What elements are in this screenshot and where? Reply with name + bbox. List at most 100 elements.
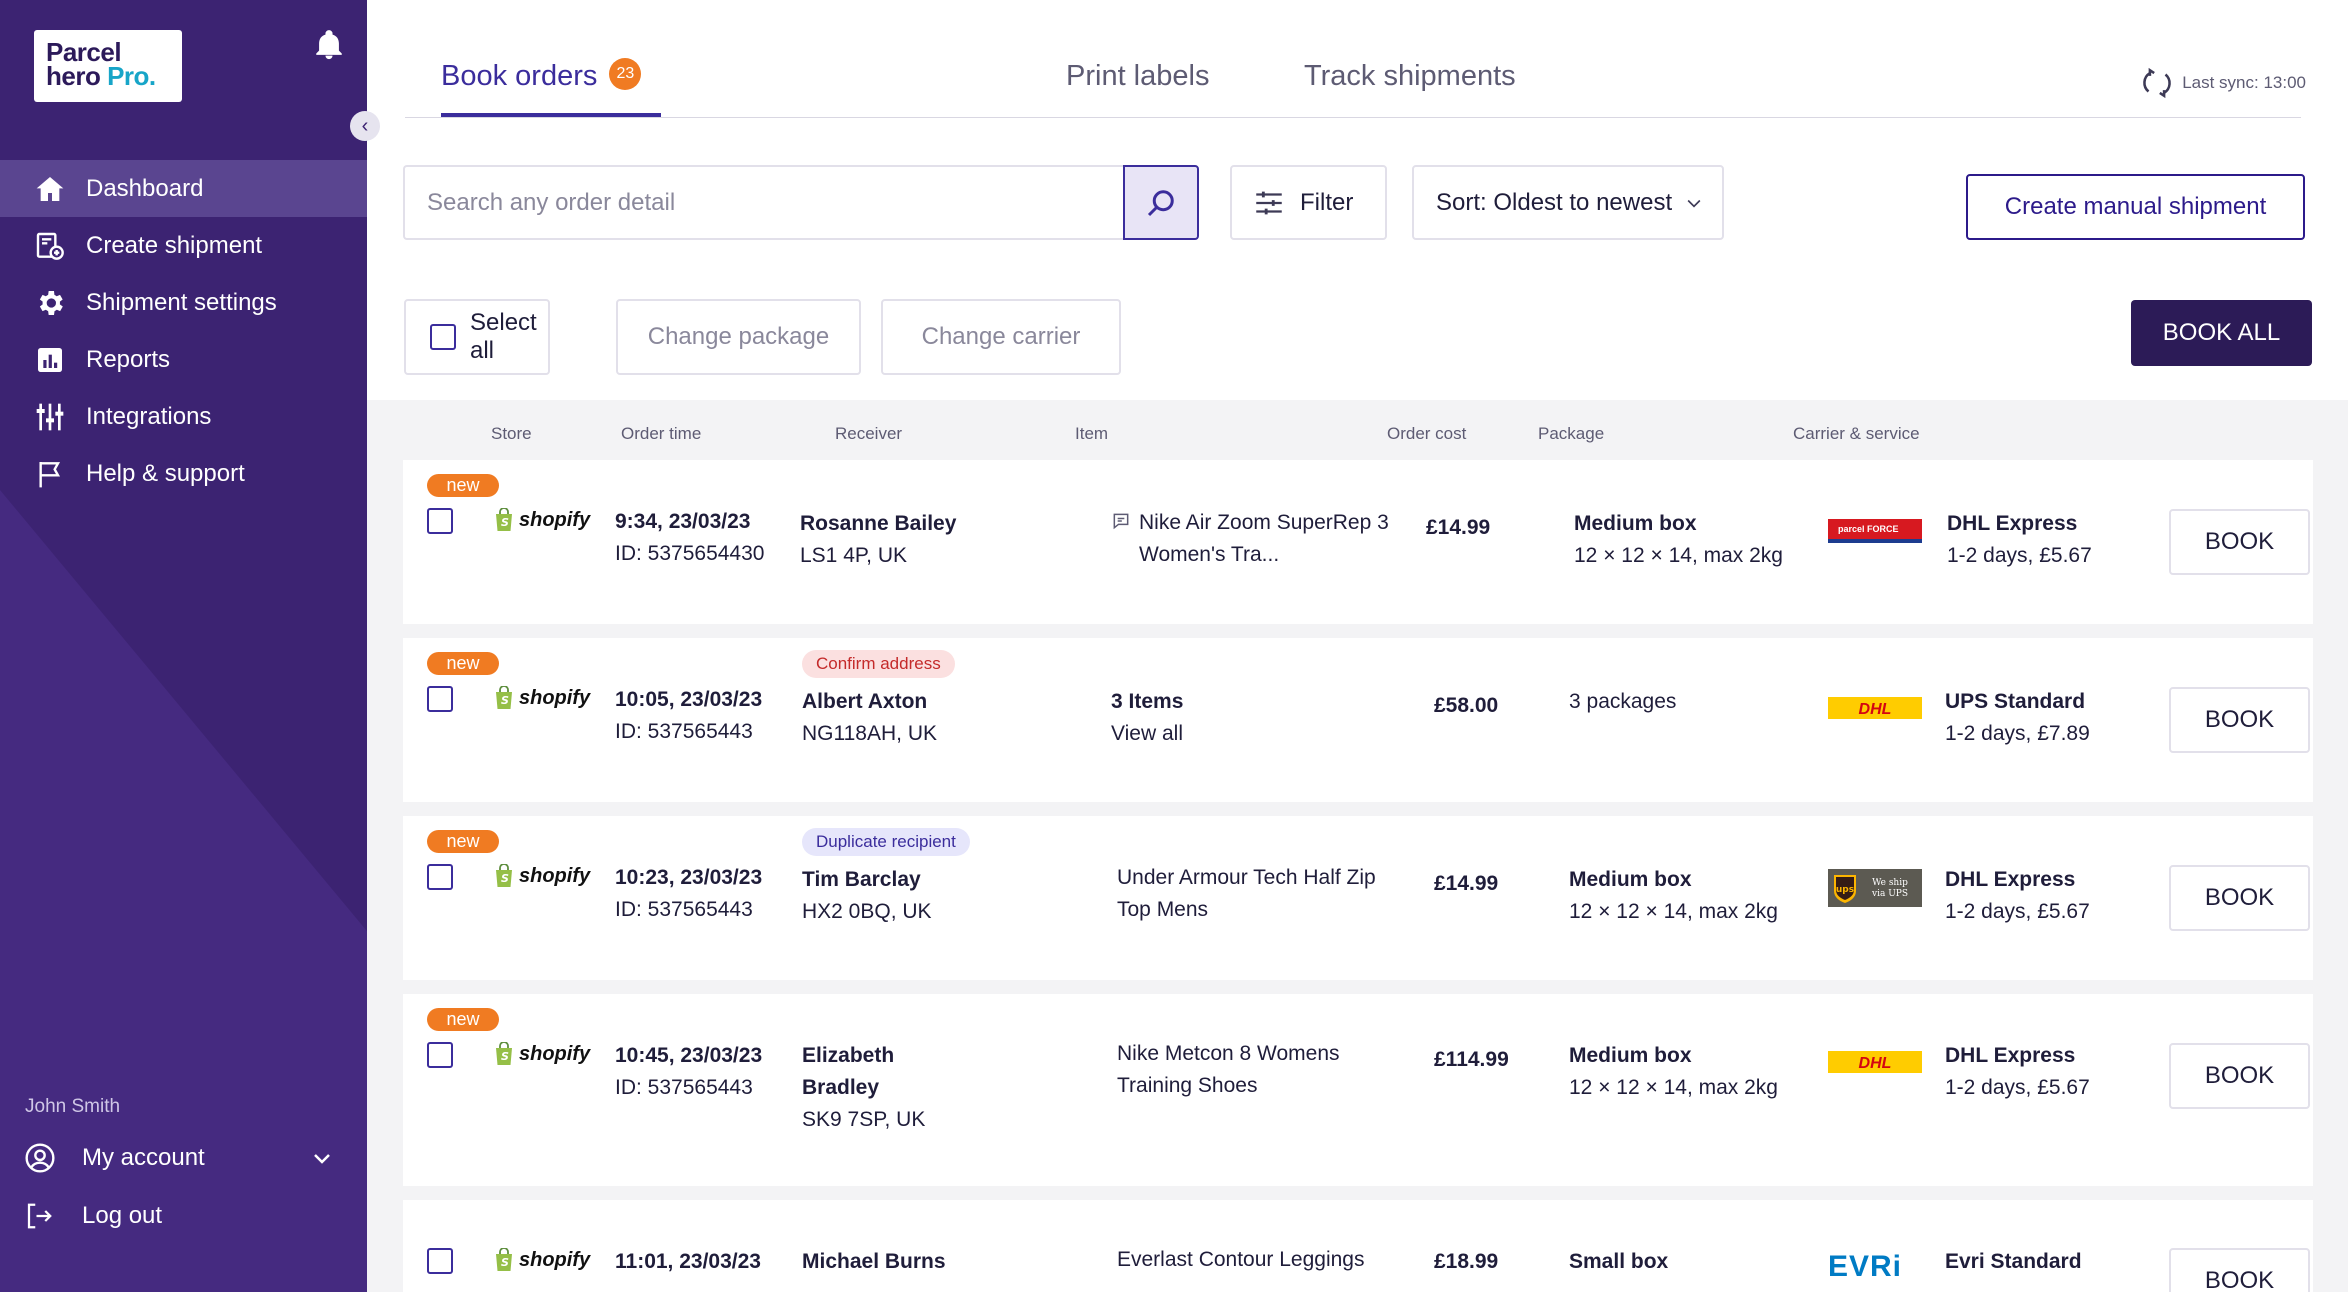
select-all-button[interactable]: Select all bbox=[404, 299, 550, 375]
sidebar-item-shipment-settings[interactable]: Shipment settings bbox=[0, 274, 367, 331]
column-header-order-cost: Order cost bbox=[1387, 424, 1467, 443]
store-name: shopify bbox=[519, 686, 591, 709]
shopify-bag-icon: S bbox=[496, 864, 512, 887]
book-button[interactable]: BOOK bbox=[2169, 1248, 2310, 1292]
row-checkbox[interactable] bbox=[427, 1042, 453, 1068]
row-checkbox[interactable] bbox=[427, 508, 453, 534]
sidebar-item-reports[interactable]: Reports bbox=[0, 331, 367, 388]
carrier-service: 1-2 days, £5.67 bbox=[1945, 1076, 2090, 1099]
svg-text:DHL: DHL bbox=[1859, 701, 1892, 718]
store-shopify: S shopify bbox=[493, 1042, 590, 1066]
row-checkbox[interactable] bbox=[427, 864, 453, 890]
carrier-name: DHL Express bbox=[1945, 1044, 2076, 1067]
orders-table: Store Order time Receiver Item Order cos… bbox=[367, 400, 2348, 1292]
new-badge: new bbox=[427, 830, 499, 853]
sidebar-item-integrations[interactable]: Integrations bbox=[0, 388, 367, 445]
order-time-cell: 10:05, 23/03/23 ID: 537565443 bbox=[615, 684, 762, 748]
book-button[interactable]: BOOK bbox=[2169, 687, 2310, 753]
parcelforce-logo-icon: parcel FORCE bbox=[1828, 516, 1922, 546]
sidebar-item-dashboard[interactable]: Dashboard bbox=[0, 160, 367, 217]
package-name: 3 packages bbox=[1569, 690, 1677, 713]
svg-text:ups: ups bbox=[1836, 885, 1854, 895]
carrier-name: DHL Express bbox=[1945, 868, 2076, 891]
collapse-sidebar-button[interactable]: ‹ bbox=[350, 111, 380, 141]
row-checkbox[interactable] bbox=[427, 686, 453, 712]
tab-label: Book orders bbox=[441, 60, 598, 92]
select-all-checkbox[interactable] bbox=[430, 324, 456, 350]
item-cell: Nike Air Zoom SuperRep 3 Women's Tra... bbox=[1111, 507, 1389, 571]
svg-text:parcel FORCE: parcel FORCE bbox=[1838, 524, 1899, 534]
receiver-cell: Albert Axton NG118AH, UK bbox=[802, 686, 937, 750]
table-row[interactable]: new S shopify 10:05, 23/03/23 ID: 537565… bbox=[403, 638, 2313, 802]
search-icon bbox=[1147, 189, 1174, 216]
sidebar-item-create-shipment[interactable]: Create shipment bbox=[0, 217, 367, 274]
column-header-order-time: Order time bbox=[621, 424, 702, 443]
order-time: 10:05, 23/03/23 bbox=[615, 688, 763, 711]
brand-logo[interactable]: Parcel hero Pro. bbox=[34, 30, 182, 102]
receiver-address: HX2 0BQ, UK bbox=[802, 900, 932, 923]
logout-icon bbox=[27, 1203, 52, 1229]
package-name: Medium box bbox=[1569, 868, 1692, 891]
table-row[interactable]: new S shopify 9:34, 23/03/23 ID: 5375654… bbox=[403, 460, 2313, 624]
book-button[interactable]: BOOK bbox=[2169, 865, 2310, 931]
receiver-cell: Elizabeth Bradley SK9 7SP, UK bbox=[802, 1040, 925, 1136]
table-row[interactable]: S shopify 11:01, 23/03/23 Michael Burns … bbox=[403, 1200, 2313, 1292]
sort-dropdown[interactable]: Sort: Oldest to newest bbox=[1412, 165, 1724, 240]
order-time: 10:23, 23/03/23 bbox=[615, 866, 763, 889]
notification-bell-icon[interactable] bbox=[312, 28, 346, 62]
select-all-label: Select all bbox=[470, 309, 537, 364]
user-circle-icon bbox=[25, 1143, 55, 1173]
receiver-cell: Tim Barclay HX2 0BQ, UK bbox=[802, 864, 932, 928]
package-name: Medium box bbox=[1569, 1044, 1692, 1067]
store-name: shopify bbox=[519, 1248, 591, 1271]
table-row[interactable]: new S shopify 10:45, 23/03/23 ID: 537565… bbox=[403, 994, 2313, 1186]
receiver-name: Elizabeth bbox=[802, 1044, 895, 1067]
package-cell: Medium box 12 × 12 × 14, max 2kg bbox=[1574, 508, 1783, 572]
view-all-items-link[interactable]: View all bbox=[1111, 722, 1183, 745]
tab-book-orders[interactable]: Book orders 23 bbox=[441, 58, 642, 93]
my-account-button[interactable]: My account bbox=[24, 1138, 334, 1178]
logout-button[interactable]: Log out bbox=[24, 1196, 162, 1236]
chevron-down-icon bbox=[1687, 199, 1701, 208]
tab-track-shipments[interactable]: Track shipments bbox=[1304, 60, 1516, 93]
filter-button[interactable]: Filter bbox=[1230, 165, 1387, 240]
item-name: Everlast Contour Leggings bbox=[1117, 1248, 1365, 1271]
carrier-service: 1-2 days, £5.67 bbox=[1947, 544, 2092, 567]
duplicate-recipient-tag[interactable]: Duplicate recipient bbox=[802, 828, 970, 856]
store-shopify: S shopify bbox=[493, 1248, 590, 1272]
item-cell: Nike Metcon 8 Womens Training Shoes bbox=[1117, 1038, 1340, 1102]
table-row[interactable]: new S shopify 10:23, 23/03/23 ID: 537565… bbox=[403, 816, 2313, 980]
message-icon[interactable] bbox=[1111, 511, 1131, 531]
sidebar-item-label: Integrations bbox=[86, 402, 212, 430]
row-checkbox[interactable] bbox=[427, 1248, 453, 1274]
create-manual-shipment-button[interactable]: Create manual shipment bbox=[1966, 174, 2305, 240]
column-header-item: Item bbox=[1075, 424, 1109, 443]
search-button[interactable] bbox=[1123, 165, 1199, 240]
dhl-logo-icon: DHL bbox=[1828, 697, 1922, 719]
confirm-address-tag[interactable]: Confirm address bbox=[802, 650, 955, 678]
carrier-name: DHL Express bbox=[1947, 512, 2078, 535]
change-package-button[interactable]: Change package bbox=[616, 299, 861, 375]
book-all-button[interactable]: BOOK ALL bbox=[2131, 300, 2312, 366]
sidebar-item-help-support[interactable]: Help & support bbox=[0, 445, 367, 502]
tab-print-labels[interactable]: Print labels bbox=[1066, 60, 1209, 93]
new-badge: new bbox=[427, 474, 499, 497]
carrier-cell: Evri Standard bbox=[1945, 1246, 2082, 1278]
item-name: Nike Air Zoom SuperRep 3 bbox=[1139, 511, 1389, 534]
book-button[interactable]: BOOK bbox=[2169, 1043, 2310, 1109]
book-button[interactable]: BOOK bbox=[2169, 509, 2310, 575]
item-count: 3 Items bbox=[1111, 690, 1184, 713]
receiver-name: Albert Axton bbox=[802, 690, 928, 713]
change-carrier-button[interactable]: Change carrier bbox=[881, 299, 1121, 375]
svg-text:S: S bbox=[501, 694, 509, 707]
package-name: Small box bbox=[1569, 1250, 1669, 1273]
carrier-cell: DHL Express 1-2 days, £5.67 bbox=[1947, 508, 2092, 572]
item-name: Under Armour Tech Half Zip bbox=[1117, 866, 1376, 889]
shopify-bag-icon: S bbox=[496, 508, 512, 531]
sync-icon[interactable] bbox=[2140, 66, 2174, 100]
chevron-left-icon: ‹ bbox=[361, 114, 369, 137]
chevron-down-icon[interactable] bbox=[310, 1146, 334, 1170]
shopify-bag-icon: S bbox=[496, 1248, 512, 1271]
search-input[interactable]: Search any order detail bbox=[403, 165, 1125, 240]
package-name: Medium box bbox=[1574, 512, 1697, 535]
